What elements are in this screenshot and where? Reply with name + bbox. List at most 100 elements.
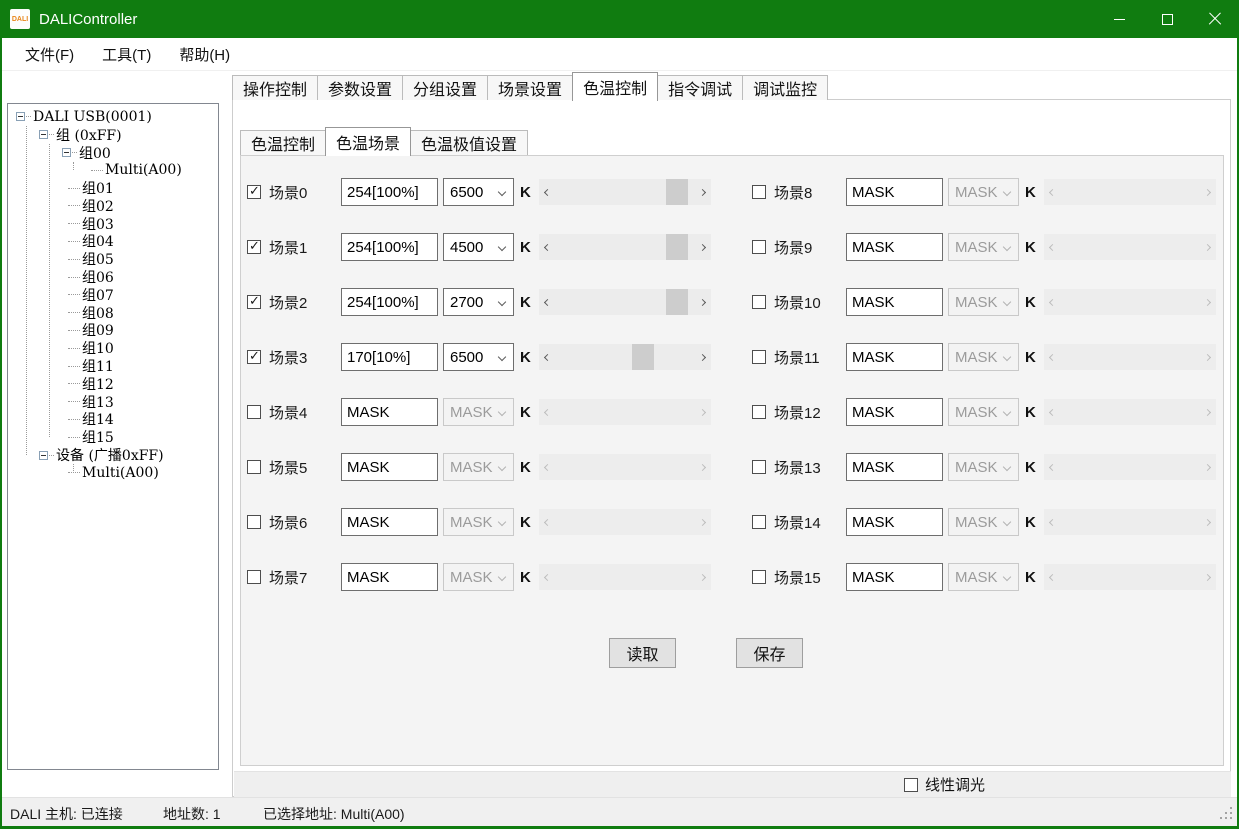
- kelvin-dropdown[interactable]: MASK: [443, 398, 514, 426]
- scrollbar-track[interactable]: [556, 564, 694, 590]
- scene-enable-checkbox[interactable]: [247, 293, 261, 309]
- linear-dimming-checkbox[interactable]: [904, 777, 918, 792]
- kelvin-dropdown[interactable]: MASK: [948, 233, 1019, 261]
- scroll-left-icon[interactable]: [539, 564, 556, 590]
- scroll-left-icon[interactable]: [539, 509, 556, 535]
- scroll-left-icon[interactable]: [1044, 509, 1061, 535]
- scroll-right-icon[interactable]: [694, 509, 711, 535]
- scene-level-input[interactable]: [846, 398, 943, 426]
- scene-level-input[interactable]: [341, 178, 438, 206]
- scroll-left-icon[interactable]: [539, 289, 556, 315]
- level-scrollbar[interactable]: [1043, 179, 1216, 205]
- tab-group-settings[interactable]: 分组设置: [402, 75, 489, 100]
- scroll-right-icon[interactable]: [1199, 344, 1216, 370]
- kelvin-dropdown[interactable]: MASK: [948, 343, 1019, 371]
- scroll-right-icon[interactable]: [694, 344, 711, 370]
- kelvin-dropdown[interactable]: MASK: [948, 178, 1019, 206]
- scrollbar-track[interactable]: [556, 399, 694, 425]
- tree-item[interactable]: 组02: [8, 197, 218, 215]
- tab-command-debug[interactable]: 指令调试: [657, 75, 744, 100]
- scroll-right-icon[interactable]: [694, 399, 711, 425]
- read-button[interactable]: 读取: [609, 638, 676, 668]
- tree-item[interactable]: 组14: [8, 411, 218, 428]
- tree-item[interactable]: Multi(A00): [8, 464, 218, 482]
- tree-item[interactable]: 组07: [8, 286, 218, 304]
- scene-level-input[interactable]: [341, 453, 438, 481]
- scrollbar-track[interactable]: [556, 234, 694, 260]
- scrollbar-track[interactable]: [556, 344, 694, 370]
- level-scrollbar[interactable]: [1043, 289, 1216, 315]
- scene-enable-checkbox[interactable]: [247, 570, 261, 584]
- tab-debug-monitor[interactable]: 调试监控: [742, 75, 829, 100]
- scrollbar-track[interactable]: [1061, 564, 1199, 590]
- level-scrollbar[interactable]: [1043, 344, 1216, 370]
- level-scrollbar[interactable]: [1043, 454, 1216, 480]
- scene-enable-checkbox[interactable]: [752, 460, 766, 474]
- tree-expander-icon[interactable]: [16, 112, 25, 122]
- subtab-color-temp-control[interactable]: 色温控制: [240, 130, 327, 155]
- scene-level-input[interactable]: [341, 508, 438, 536]
- tree-expander-icon[interactable]: [62, 147, 71, 157]
- tab-color-temp-control[interactable]: 色温控制: [572, 72, 659, 101]
- tree-expander-icon[interactable]: [39, 130, 48, 140]
- scrollbar-track[interactable]: [556, 509, 694, 535]
- tree-item[interactable]: 组00: [8, 144, 218, 162]
- kelvin-dropdown[interactable]: MASK: [948, 288, 1019, 316]
- scene-level-input[interactable]: [846, 343, 943, 371]
- scene-enable-checkbox[interactable]: [752, 295, 766, 309]
- scroll-right-icon[interactable]: [1199, 509, 1216, 535]
- tree-item[interactable]: 组05: [8, 250, 218, 268]
- tree-item[interactable]: 组12: [8, 375, 218, 393]
- kelvin-dropdown[interactable]: MASK: [948, 453, 1019, 481]
- scroll-right-icon[interactable]: [694, 179, 711, 205]
- scrollbar-thumb[interactable]: [632, 344, 655, 370]
- tree-item[interactable]: 组 (0xFF): [8, 126, 218, 144]
- subtab-color-temp-scene[interactable]: 色温场景: [325, 127, 412, 156]
- kelvin-dropdown[interactable]: 6500: [443, 178, 514, 206]
- scrollbar-track[interactable]: [1061, 344, 1199, 370]
- scroll-left-icon[interactable]: [1044, 289, 1061, 315]
- scrollbar-track[interactable]: [1061, 454, 1199, 480]
- level-scrollbar[interactable]: [1043, 564, 1216, 590]
- scene-enable-checkbox[interactable]: [247, 460, 261, 474]
- scrollbar-thumb[interactable]: [666, 179, 689, 205]
- tree-item[interactable]: DALI USB(0001): [8, 108, 218, 126]
- scrollbar-track[interactable]: [556, 454, 694, 480]
- tab-operation-control[interactable]: 操作控制: [232, 75, 319, 100]
- scroll-right-icon[interactable]: [694, 454, 711, 480]
- scroll-right-icon[interactable]: [1199, 454, 1216, 480]
- tree-item[interactable]: 组15: [8, 428, 218, 446]
- scene-enable-checkbox[interactable]: [247, 348, 261, 364]
- tab-parameter-settings[interactable]: 参数设置: [317, 75, 404, 100]
- scene-enable-checkbox[interactable]: [247, 515, 261, 529]
- level-scrollbar[interactable]: [538, 289, 711, 315]
- tree-item[interactable]: 组06: [8, 268, 218, 286]
- scroll-left-icon[interactable]: [1044, 234, 1061, 260]
- scene-enable-checkbox[interactable]: [752, 405, 766, 419]
- scroll-right-icon[interactable]: [694, 289, 711, 315]
- kelvin-dropdown[interactable]: 2700: [443, 288, 514, 316]
- kelvin-dropdown[interactable]: MASK: [443, 508, 514, 536]
- kelvin-dropdown[interactable]: MASK: [443, 563, 514, 591]
- tree-item[interactable]: 组13: [8, 393, 218, 411]
- scrollbar-track[interactable]: [1061, 509, 1199, 535]
- scroll-left-icon[interactable]: [1044, 179, 1061, 205]
- scene-level-input[interactable]: [846, 233, 943, 261]
- tree-item[interactable]: 组01: [8, 179, 218, 197]
- scene-enable-checkbox[interactable]: [247, 183, 261, 199]
- scene-level-input[interactable]: [341, 563, 438, 591]
- tree-item[interactable]: 组04: [8, 233, 218, 250]
- scene-enable-checkbox[interactable]: [247, 405, 261, 419]
- scroll-left-icon[interactable]: [539, 399, 556, 425]
- level-scrollbar[interactable]: [538, 344, 711, 370]
- scene-level-input[interactable]: [846, 508, 943, 536]
- scroll-right-icon[interactable]: [694, 234, 711, 260]
- scene-level-input[interactable]: [846, 563, 943, 591]
- scene-enable-checkbox[interactable]: [752, 240, 766, 254]
- resize-grip-icon[interactable]: [1230, 817, 1232, 819]
- tree-expander-icon[interactable]: [39, 450, 48, 460]
- subtab-color-temp-limits[interactable]: 色温极值设置: [410, 130, 529, 155]
- menu-tools[interactable]: 工具(T): [102, 46, 152, 64]
- tree-item[interactable]: Multi(A00): [8, 161, 218, 179]
- level-scrollbar[interactable]: [538, 234, 711, 260]
